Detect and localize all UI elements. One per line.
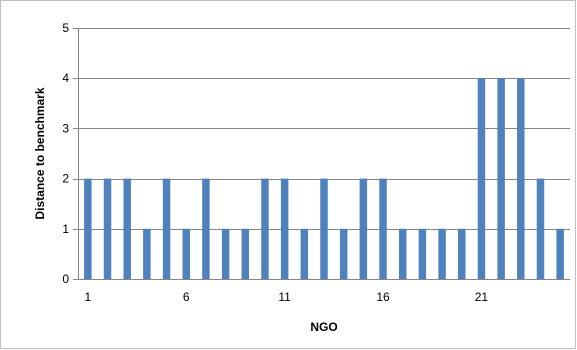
bar-ngo-17 <box>398 228 407 279</box>
bar-ngo-21 <box>477 78 486 279</box>
bars <box>84 78 564 279</box>
bar-ngo-5 <box>162 178 171 279</box>
y-tick-label-4: 4 <box>62 71 69 85</box>
y-tick-label-2: 2 <box>62 172 69 186</box>
bar-ngo-18 <box>418 228 427 279</box>
bar-ngo-3 <box>123 178 131 279</box>
y-tick-label-0: 0 <box>62 272 69 286</box>
bar-ngo-14 <box>339 228 348 279</box>
bar-ngo-15 <box>359 178 368 279</box>
y-tick-label-3: 3 <box>62 121 69 135</box>
bar-ngo-7 <box>202 178 210 279</box>
bar-ngo-1 <box>84 178 92 279</box>
bar-ngo-24 <box>536 178 545 279</box>
x-tick-label-1: 1 <box>84 290 91 304</box>
bar-ngo-22 <box>497 78 505 279</box>
bar-ngo-6 <box>182 228 190 279</box>
x-tick-label-11: 11 <box>278 290 291 304</box>
y-tick-label-5: 5 <box>62 21 69 35</box>
x-axis-label: NGO <box>310 320 337 334</box>
x-tick-labels: 1 6 11 16 21 <box>84 290 488 304</box>
bar-ngo-11 <box>280 178 289 279</box>
bar-ngo-20 <box>458 228 466 279</box>
bar-ngo-9 <box>241 228 250 279</box>
bar-ngo-8 <box>221 228 230 279</box>
y-axis-label: Distance to benchmark <box>33 87 47 219</box>
x-tick-label-21: 21 <box>475 290 489 304</box>
x-tick-label-6: 6 <box>183 290 190 304</box>
bar-ngo-23 <box>517 78 525 279</box>
bar-ngo-19 <box>438 228 446 279</box>
y-tick-labels: 0 1 2 3 4 5 <box>62 21 69 286</box>
y-tick-label-1: 1 <box>62 222 69 236</box>
bar-ngo-2 <box>103 178 112 279</box>
bar-ngo-10 <box>261 178 269 279</box>
axes <box>73 28 570 280</box>
bar-ngo-12 <box>300 228 309 279</box>
bar-ngo-4 <box>143 228 151 279</box>
bar-ngo-16 <box>379 178 387 279</box>
bar-ngo-25 <box>556 228 564 279</box>
bar-ngo-13 <box>320 178 328 279</box>
x-tick-label-16: 16 <box>376 290 390 304</box>
